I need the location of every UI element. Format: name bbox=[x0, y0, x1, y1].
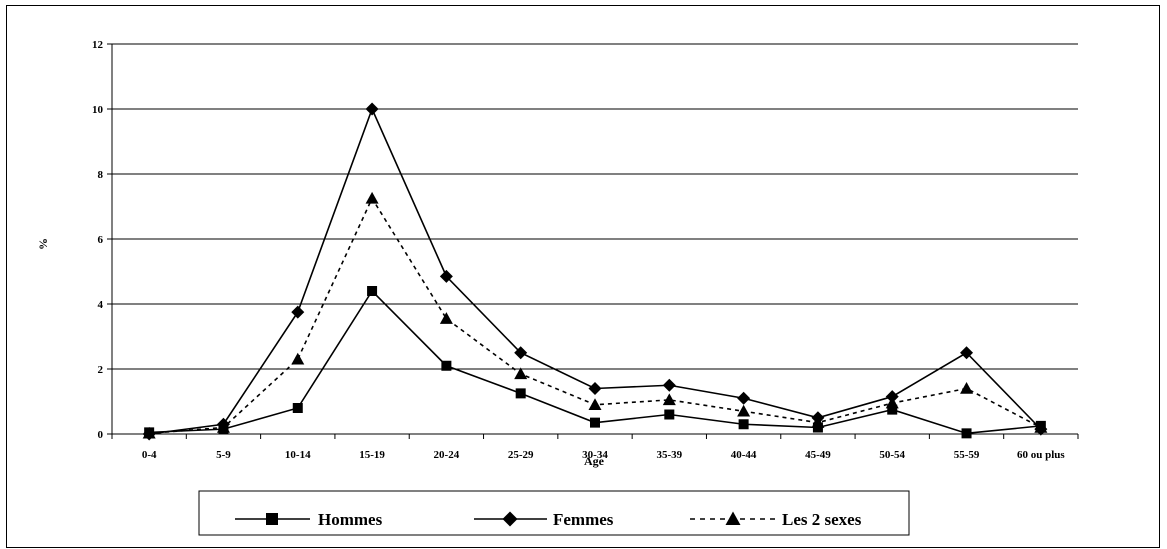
x-tick-label: 40-44 bbox=[731, 449, 757, 461]
y-tick-label: 0 bbox=[98, 429, 104, 441]
y-axis-label: % bbox=[36, 238, 50, 250]
legend-box bbox=[198, 490, 910, 536]
data-point bbox=[291, 352, 305, 365]
data-point bbox=[588, 382, 602, 395]
x-tick-label: 45-49 bbox=[805, 449, 831, 461]
data-point bbox=[514, 346, 528, 360]
data-point bbox=[291, 305, 305, 319]
data-point bbox=[885, 396, 899, 409]
x-tick-label: 0-4 bbox=[142, 449, 157, 461]
x-tick-label: 15-19 bbox=[359, 449, 385, 461]
legend-swatch-marker bbox=[266, 513, 278, 525]
legend-swatch-marker bbox=[725, 511, 741, 525]
data-point bbox=[1034, 421, 1048, 433]
x-tick-label: 5-9 bbox=[216, 449, 231, 461]
x-tick-label: 50-54 bbox=[879, 449, 905, 461]
y-tick-label: 6 bbox=[98, 234, 104, 246]
data-point bbox=[515, 388, 526, 399]
legend-label: Femmes bbox=[553, 510, 614, 529]
data-point bbox=[588, 398, 602, 410]
series-2 bbox=[142, 191, 1048, 439]
axes bbox=[107, 43, 1079, 439]
x-tick-label: 20-24 bbox=[434, 449, 460, 461]
data-point bbox=[961, 428, 972, 439]
legend-entry-1: Femmes bbox=[474, 510, 614, 529]
data-point bbox=[960, 346, 974, 360]
data-point bbox=[738, 419, 749, 430]
y-tick-labels: 0 2 4 6 8 10 12 bbox=[92, 39, 104, 441]
data-point bbox=[514, 367, 528, 380]
x-tick-label: 10-14 bbox=[285, 449, 311, 461]
chart-frame bbox=[6, 5, 1160, 548]
y-tick-label: 10 bbox=[92, 104, 104, 116]
series-line-2 bbox=[149, 196, 1042, 435]
legend-label: Les 2 sexes bbox=[782, 510, 862, 529]
data-point bbox=[662, 393, 676, 406]
data-point bbox=[737, 404, 751, 417]
data-point bbox=[664, 409, 675, 420]
legend-swatch-marker bbox=[502, 511, 518, 527]
x-tick-label: 25-29 bbox=[508, 449, 534, 461]
x-tick-label: 35-39 bbox=[656, 449, 682, 461]
x-tick-label: 60 ou plus bbox=[1017, 449, 1065, 461]
data-point bbox=[439, 269, 453, 283]
data-point bbox=[811, 416, 825, 428]
x-axis-label: Age bbox=[584, 454, 605, 468]
data-point bbox=[216, 421, 230, 433]
y-tick-label: 12 bbox=[92, 39, 104, 51]
grid-lines bbox=[112, 43, 1078, 370]
legend: Hommes Femmes Les 2 sexes bbox=[198, 490, 910, 536]
data-point bbox=[887, 404, 898, 415]
y-tick-label: 4 bbox=[98, 299, 104, 311]
data-point bbox=[439, 312, 453, 324]
data-point bbox=[590, 417, 600, 428]
data-point bbox=[292, 403, 303, 413]
data-point bbox=[960, 382, 974, 394]
y-tick-label: 8 bbox=[98, 169, 104, 181]
data-point bbox=[142, 426, 156, 439]
legend-entry-2: Les 2 sexes bbox=[690, 510, 862, 529]
series-line-0 bbox=[149, 289, 1041, 435]
data-point bbox=[662, 378, 676, 392]
legend-label: Hommes bbox=[318, 510, 383, 529]
data-point bbox=[441, 360, 452, 371]
data-point bbox=[367, 286, 378, 296]
x-tick-label: 30-34 bbox=[582, 449, 608, 461]
legend-entry-0: Hommes bbox=[235, 510, 383, 529]
series-1 bbox=[142, 102, 1048, 441]
series-lines bbox=[142, 102, 1048, 441]
data-point bbox=[365, 191, 379, 204]
data-point bbox=[737, 391, 751, 405]
y-tick-label: 2 bbox=[98, 364, 104, 376]
series-0 bbox=[144, 286, 1046, 439]
x-tick-labels: 0-4 5-9 10-14 15-19 20-24 25-29 30-34 35-39 40-4… bbox=[142, 449, 1066, 461]
x-tick-label: 55-59 bbox=[954, 449, 980, 461]
data-point bbox=[365, 102, 379, 116]
